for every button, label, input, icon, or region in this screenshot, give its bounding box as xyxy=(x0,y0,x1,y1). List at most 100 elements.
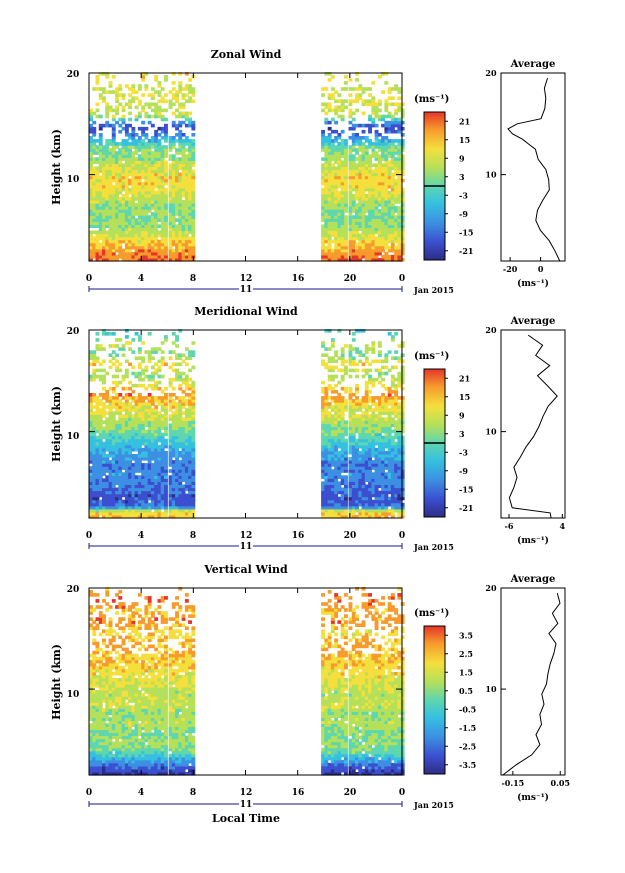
heatmap-cell xyxy=(181,236,186,241)
heatmap-cell xyxy=(351,160,356,164)
heatmap-cell xyxy=(191,123,196,128)
heatmap-cell xyxy=(111,478,116,482)
heatmap-cell xyxy=(108,206,113,210)
heatmap-cell xyxy=(105,224,110,228)
heatmap-cell xyxy=(358,472,363,476)
heatmap-cell xyxy=(92,120,97,125)
heatmap-cell xyxy=(188,450,192,455)
heatmap-cell xyxy=(115,374,119,379)
heatmap-cell xyxy=(324,386,329,391)
heatmap-cell xyxy=(340,172,345,177)
heatmap-cell xyxy=(160,341,165,345)
heatmap-cell xyxy=(144,411,149,415)
heatmap-cell xyxy=(131,221,136,225)
heatmap-cell xyxy=(381,227,385,232)
heatmap-cell xyxy=(361,417,366,421)
heatmap-cell xyxy=(178,227,183,232)
heatmap-cell xyxy=(98,377,103,382)
heatmap-cell xyxy=(175,457,179,461)
heatmap-cell xyxy=(334,438,339,443)
heatmap-cell xyxy=(340,148,345,152)
heatmap-cell xyxy=(337,496,342,501)
heatmap-cell xyxy=(327,457,332,461)
heatmap-cell xyxy=(118,469,123,473)
heatmap-cell xyxy=(355,212,359,216)
heatmap-cell xyxy=(188,454,192,458)
heatmap-cell xyxy=(115,227,119,232)
heatmap-cell xyxy=(89,139,93,143)
heatmap-cell xyxy=(131,432,136,437)
heatmap-cell xyxy=(137,239,142,244)
heatmap-cell xyxy=(358,258,363,262)
heatmap-cell xyxy=(95,414,100,418)
heatmap-cell xyxy=(98,224,103,228)
heatmap-cell xyxy=(394,117,399,122)
heatmap-cell xyxy=(368,484,372,489)
heatmap-cell xyxy=(154,414,159,418)
heatmap-cell xyxy=(337,472,342,476)
heatmap-cell xyxy=(348,190,353,195)
heatmap-cell xyxy=(400,239,405,244)
heatmap-cell xyxy=(324,105,329,110)
heatmap-cell xyxy=(115,157,119,161)
heatmap-cell xyxy=(144,166,149,171)
heatmap-cell xyxy=(164,393,168,397)
heatmap-cell xyxy=(374,157,379,161)
heatmap-cell xyxy=(178,212,183,216)
heatmap-cell xyxy=(95,508,100,513)
heatmap-cell xyxy=(384,233,389,238)
heatmap-cell xyxy=(371,184,376,189)
heatmap-cell xyxy=(147,441,152,446)
heatmap-cell xyxy=(160,254,165,259)
heatmap-cell xyxy=(364,386,369,391)
heatmap-cell xyxy=(377,368,382,373)
heatmap-cell xyxy=(111,187,116,192)
heatmap-cell xyxy=(344,444,348,449)
heatmap-cell xyxy=(168,215,173,219)
heatmap-cell xyxy=(98,493,103,498)
heatmap-cell xyxy=(184,99,189,103)
heatmap-cell xyxy=(390,245,395,250)
heatmap-cell xyxy=(150,108,155,113)
heatmap-cell xyxy=(137,139,142,143)
heatmap-cell xyxy=(324,457,329,461)
heatmap-cell xyxy=(95,193,100,198)
heatmap-cell xyxy=(121,227,126,232)
heatmap-cell xyxy=(164,151,168,155)
heatmap-cell xyxy=(364,368,369,373)
heatmap-cell xyxy=(374,169,379,174)
heatmap-cell xyxy=(137,447,142,452)
heatmap-cell xyxy=(175,414,179,418)
heatmap-cell xyxy=(150,184,155,189)
heatmap-cell xyxy=(137,454,142,458)
heatmap-cell xyxy=(89,200,93,204)
heatmap-cell xyxy=(344,390,348,394)
heatmap-cell xyxy=(157,496,162,501)
heatmap-cell xyxy=(168,145,173,149)
heatmap-cell xyxy=(381,145,385,149)
heatmap-cell xyxy=(128,218,132,222)
heatmap-cell xyxy=(134,239,139,244)
heatmap-cell xyxy=(178,236,183,241)
heatmap-cell xyxy=(324,197,329,201)
heatmap-cell xyxy=(361,142,366,146)
heatmap-cell xyxy=(137,169,142,174)
heatmap-cell xyxy=(144,499,149,504)
heatmap-cell xyxy=(92,212,97,216)
heatmap-cell xyxy=(184,380,189,385)
heatmap-cell xyxy=(358,481,363,485)
heatmap-cell xyxy=(377,99,382,103)
heatmap-cell xyxy=(361,353,366,357)
heatmap-cell xyxy=(387,190,392,195)
heatmap-cell xyxy=(368,432,372,437)
heatmap-cell xyxy=(164,493,168,498)
heatmap-cell xyxy=(121,435,126,440)
heatmap-cell xyxy=(128,472,132,476)
heatmap-cell xyxy=(134,478,139,482)
heatmap-cell xyxy=(160,466,165,470)
heatmap-cell xyxy=(184,435,189,440)
heatmap-cell xyxy=(344,184,348,189)
heatmap-cell xyxy=(124,386,129,391)
heatmap-cell xyxy=(344,105,348,110)
heatmap-cell xyxy=(355,493,359,498)
